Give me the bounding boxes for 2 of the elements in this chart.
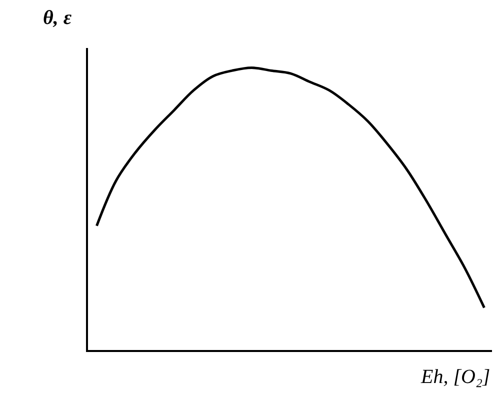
y-axis-title: θ, ε: [43, 7, 72, 29]
x-axis-title: Eh, [O₂]: [420, 366, 490, 388]
